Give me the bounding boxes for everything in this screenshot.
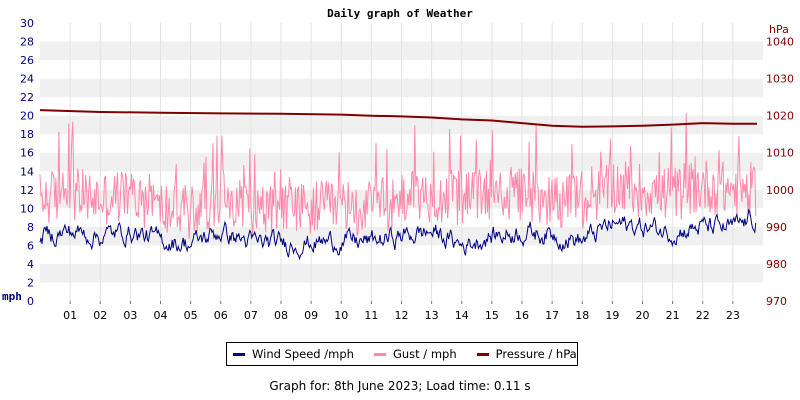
left-axis-tick-label: 16 <box>20 147 34 160</box>
x-axis-tick-label: 01 <box>63 309 77 322</box>
x-axis-tick-label: 21 <box>666 309 680 322</box>
left-axis-tick-label: 10 <box>20 202 34 215</box>
left-axis-tick-label: 6 <box>27 239 34 252</box>
x-axis-tick-label: 11 <box>364 309 378 322</box>
right-axis-tick-label: 1040 <box>766 36 794 49</box>
x-axis-tick-label: 10 <box>334 309 348 322</box>
x-axis-tick-label: 04 <box>154 309 168 322</box>
plot-series <box>39 109 757 261</box>
left-axis-tick-label: 24 <box>20 73 34 86</box>
right-axis-tick-label: 1010 <box>766 147 794 160</box>
right-axis-ticks: 970 980 990 1000 1010 1020 1030 1040 <box>766 36 794 308</box>
x-axis-tick-label: 14 <box>455 309 469 322</box>
left-axis-tick-label: 22 <box>20 91 34 104</box>
x-axis-tick-label: 20 <box>636 309 650 322</box>
legend-swatch-gust <box>373 352 386 356</box>
gust-series-line <box>39 112 757 240</box>
x-axis-tick-label: 12 <box>395 309 409 322</box>
legend-item-gust: Gust / mph <box>373 347 457 361</box>
left-axis-tick-label: 28 <box>20 36 34 49</box>
right-axis-tick-label: 990 <box>766 221 787 234</box>
left-axis-tick-label: 20 <box>20 110 34 123</box>
left-axis-unit: mph <box>2 290 22 303</box>
wind-speed-series-line <box>39 208 757 261</box>
legend-item-pressure: Pressure / hPa <box>476 347 577 361</box>
x-axis-tick-label: 22 <box>696 309 710 322</box>
right-axis-tick-label: 980 <box>766 258 787 271</box>
right-axis-tick-label: 970 <box>766 295 787 308</box>
legend-swatch-wind <box>233 352 245 356</box>
left-axis-tick-label: 14 <box>20 165 34 178</box>
left-axis-tick-label: 18 <box>20 128 34 141</box>
legend-label-wind: Wind Speed /mph <box>252 347 354 361</box>
right-axis-tick-label: 1020 <box>766 110 794 123</box>
x-axis-tick-label: 23 <box>726 309 740 322</box>
right-axis-tick-label: 1000 <box>766 184 794 197</box>
x-axis-ticks: 01 02 03 04 05 06 07 08 09 10 11 12 13 14 15 16 17 18 19 20… <box>63 301 740 322</box>
x-axis-tick-label: 16 <box>515 309 529 322</box>
legend-item-wind: Wind Speed /mph <box>233 347 354 361</box>
x-axis-tick-label: 17 <box>545 309 559 322</box>
left-axis-tick-label: 26 <box>20 54 34 67</box>
left-axis-tick-label: 0 <box>27 295 34 308</box>
x-axis-tick-label: 06 <box>214 309 228 322</box>
legend: Wind Speed /mph Gust / mph Pressure / hP… <box>226 342 578 366</box>
right-axis-tick-label: 1030 <box>766 73 794 86</box>
left-axis-tick-label: 12 <box>20 184 34 197</box>
x-axis-tick-label: 19 <box>605 309 619 322</box>
x-axis-tick-label: 08 <box>274 309 288 322</box>
x-axis-tick-label: 05 <box>184 309 198 322</box>
legend-swatch-pressure <box>476 352 489 356</box>
legend-label-pressure: Pressure / hPa <box>495 347 577 361</box>
left-axis-tick-label: 2 <box>27 276 34 289</box>
left-axis-tick-label: 30 <box>20 17 34 30</box>
chart-title: Daily graph of Weather <box>327 7 473 20</box>
pressure-series-line <box>39 109 757 128</box>
left-axis-tick-label: 4 <box>27 258 34 271</box>
x-axis-tick-label: 18 <box>575 309 589 322</box>
x-axis-tick-label: 07 <box>244 309 258 322</box>
x-axis-tick-label: 15 <box>485 309 499 322</box>
right-axis-unit: hPa <box>769 23 789 36</box>
x-axis-tick-label: 09 <box>304 309 318 322</box>
footer-status: Graph for: 8th June 2023; Load time: 0.1… <box>269 379 531 393</box>
legend-label-gust: Gust / mph <box>392 347 457 361</box>
x-axis-tick-label: 03 <box>123 309 137 322</box>
left-axis-tick-label: 8 <box>27 221 34 234</box>
x-axis-tick-label: 02 <box>93 309 107 322</box>
x-axis-tick-label: 13 <box>425 309 439 322</box>
